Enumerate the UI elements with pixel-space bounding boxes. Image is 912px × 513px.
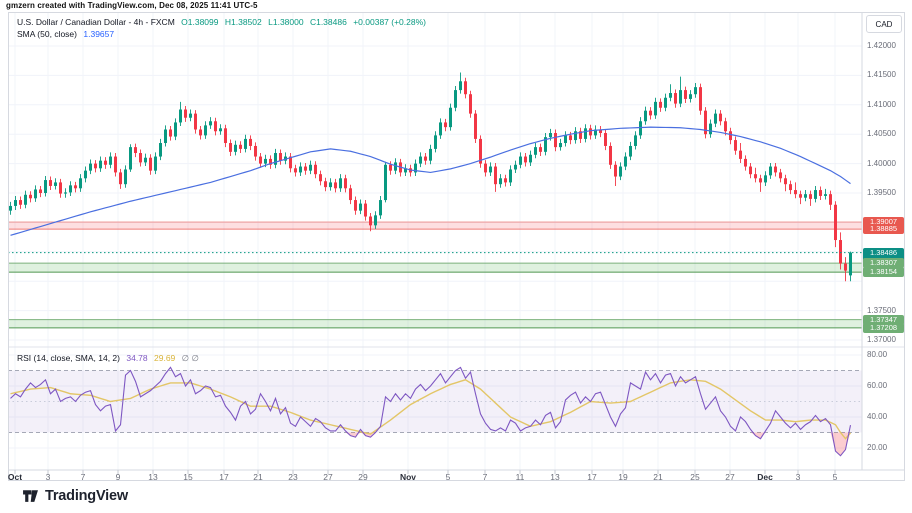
time-label: 25 — [690, 472, 700, 482]
time-label: 19 — [618, 472, 628, 482]
level-price-label: 1.37347 — [863, 314, 904, 325]
rsi-value: 34.78 — [126, 353, 148, 363]
tradingview-logo-icon — [23, 490, 38, 502]
rsi-tick: 80.00 — [867, 350, 888, 359]
tradingview-logo[interactable]: TradingView — [22, 487, 128, 504]
rsi-sma-value: 29.69 — [154, 353, 176, 363]
sma-value: 1.39657 — [83, 29, 115, 39]
price-tick: 1.37500 — [867, 305, 896, 315]
price-tick: 1.40500 — [867, 129, 896, 139]
time-label: 3 — [45, 472, 51, 482]
gridlines — [8, 12, 862, 470]
rsi-hidden-plots: ∅ ∅ — [181, 353, 199, 363]
time-label: 17 — [587, 472, 597, 482]
time-label: 9 — [115, 472, 121, 482]
rsi-tick: 60.00 — [867, 381, 888, 390]
ohlc-high: H1.38502 — [224, 17, 262, 27]
change-value: +0.00387 (+0.28%) — [353, 17, 426, 27]
rsi-oversold-fill — [345, 432, 851, 456]
attribution-text: gmzern created with TradingView.com, Dec… — [6, 1, 258, 10]
rsi-tick: 40.00 — [867, 412, 888, 421]
time-label: 5 — [832, 472, 838, 482]
rsi-label: RSI (14, close, SMA, 14, 2) — [17, 353, 120, 363]
time-label: 7 — [80, 472, 86, 482]
level-price-label: 1.37208 — [863, 322, 904, 333]
attribution-bar: gmzern created with TradingView.com, Dec… — [6, 1, 258, 10]
price-tick: 1.42000 — [867, 41, 896, 50]
level-price-label: 1.38307 — [863, 258, 904, 269]
time-label: 29 — [358, 472, 368, 482]
time-label-month: Dec — [757, 472, 773, 482]
time-label: 3 — [795, 472, 801, 482]
ohlc-close: C1.38486 — [309, 17, 347, 27]
time-label: 27 — [323, 472, 333, 482]
time-label: 5 — [445, 472, 451, 482]
time-label: 17 — [219, 472, 229, 482]
ohlc-low: L1.38000 — [268, 17, 304, 27]
rsi-tick: 20.00 — [867, 443, 888, 452]
level-price-label: 1.38154 — [863, 267, 904, 278]
rsi-legend[interactable]: RSI (14, close, SMA, 14, 2) 34.78 29.69 … — [17, 353, 199, 364]
time-label: 21 — [653, 472, 663, 482]
tradingview-logo-text: TradingView — [45, 487, 128, 504]
time-label: 11 — [515, 472, 525, 482]
time-label: 23 — [288, 472, 298, 482]
time-label: 13 — [148, 472, 158, 482]
time-label: 27 — [725, 472, 735, 482]
level-price-label: 1.39007 — [863, 216, 904, 227]
price-tick: 1.37000 — [867, 335, 896, 344]
time-label-month: Oct — [7, 472, 23, 482]
time-label-month: Nov — [399, 472, 417, 482]
rsi-lines — [10, 366, 852, 457]
pane-borders — [8, 12, 905, 474]
ohlc-open: O1.38099 — [181, 17, 219, 27]
sma50-line — [10, 126, 851, 236]
sma-legend[interactable]: SMA (50, close) 1.39657 — [17, 29, 114, 39]
price-tick: 1.41000 — [867, 99, 896, 109]
currency-button[interactable]: CAD — [866, 15, 902, 33]
price-tick: 1.39500 — [867, 188, 896, 197]
support-resistance-zones — [8, 221, 862, 329]
time-label: 15 — [183, 472, 193, 482]
price-tick: 1.41500 — [867, 70, 896, 80]
symbol-title: U.S. Dollar / Canadian Dollar - 4h - FXC… — [17, 17, 175, 27]
sma-label: SMA (50, close) — [17, 29, 77, 39]
time-label: 21 — [253, 472, 263, 482]
time-label: 13 — [550, 472, 560, 482]
time-label: 7 — [482, 472, 488, 482]
price-tick: 1.40000 — [867, 158, 896, 168]
symbol-legend[interactable]: U.S. Dollar / Canadian Dollar - 4h - FXC… — [17, 17, 426, 27]
level-price-label: 1.38885 — [863, 224, 904, 235]
candles-series — [9, 72, 852, 282]
